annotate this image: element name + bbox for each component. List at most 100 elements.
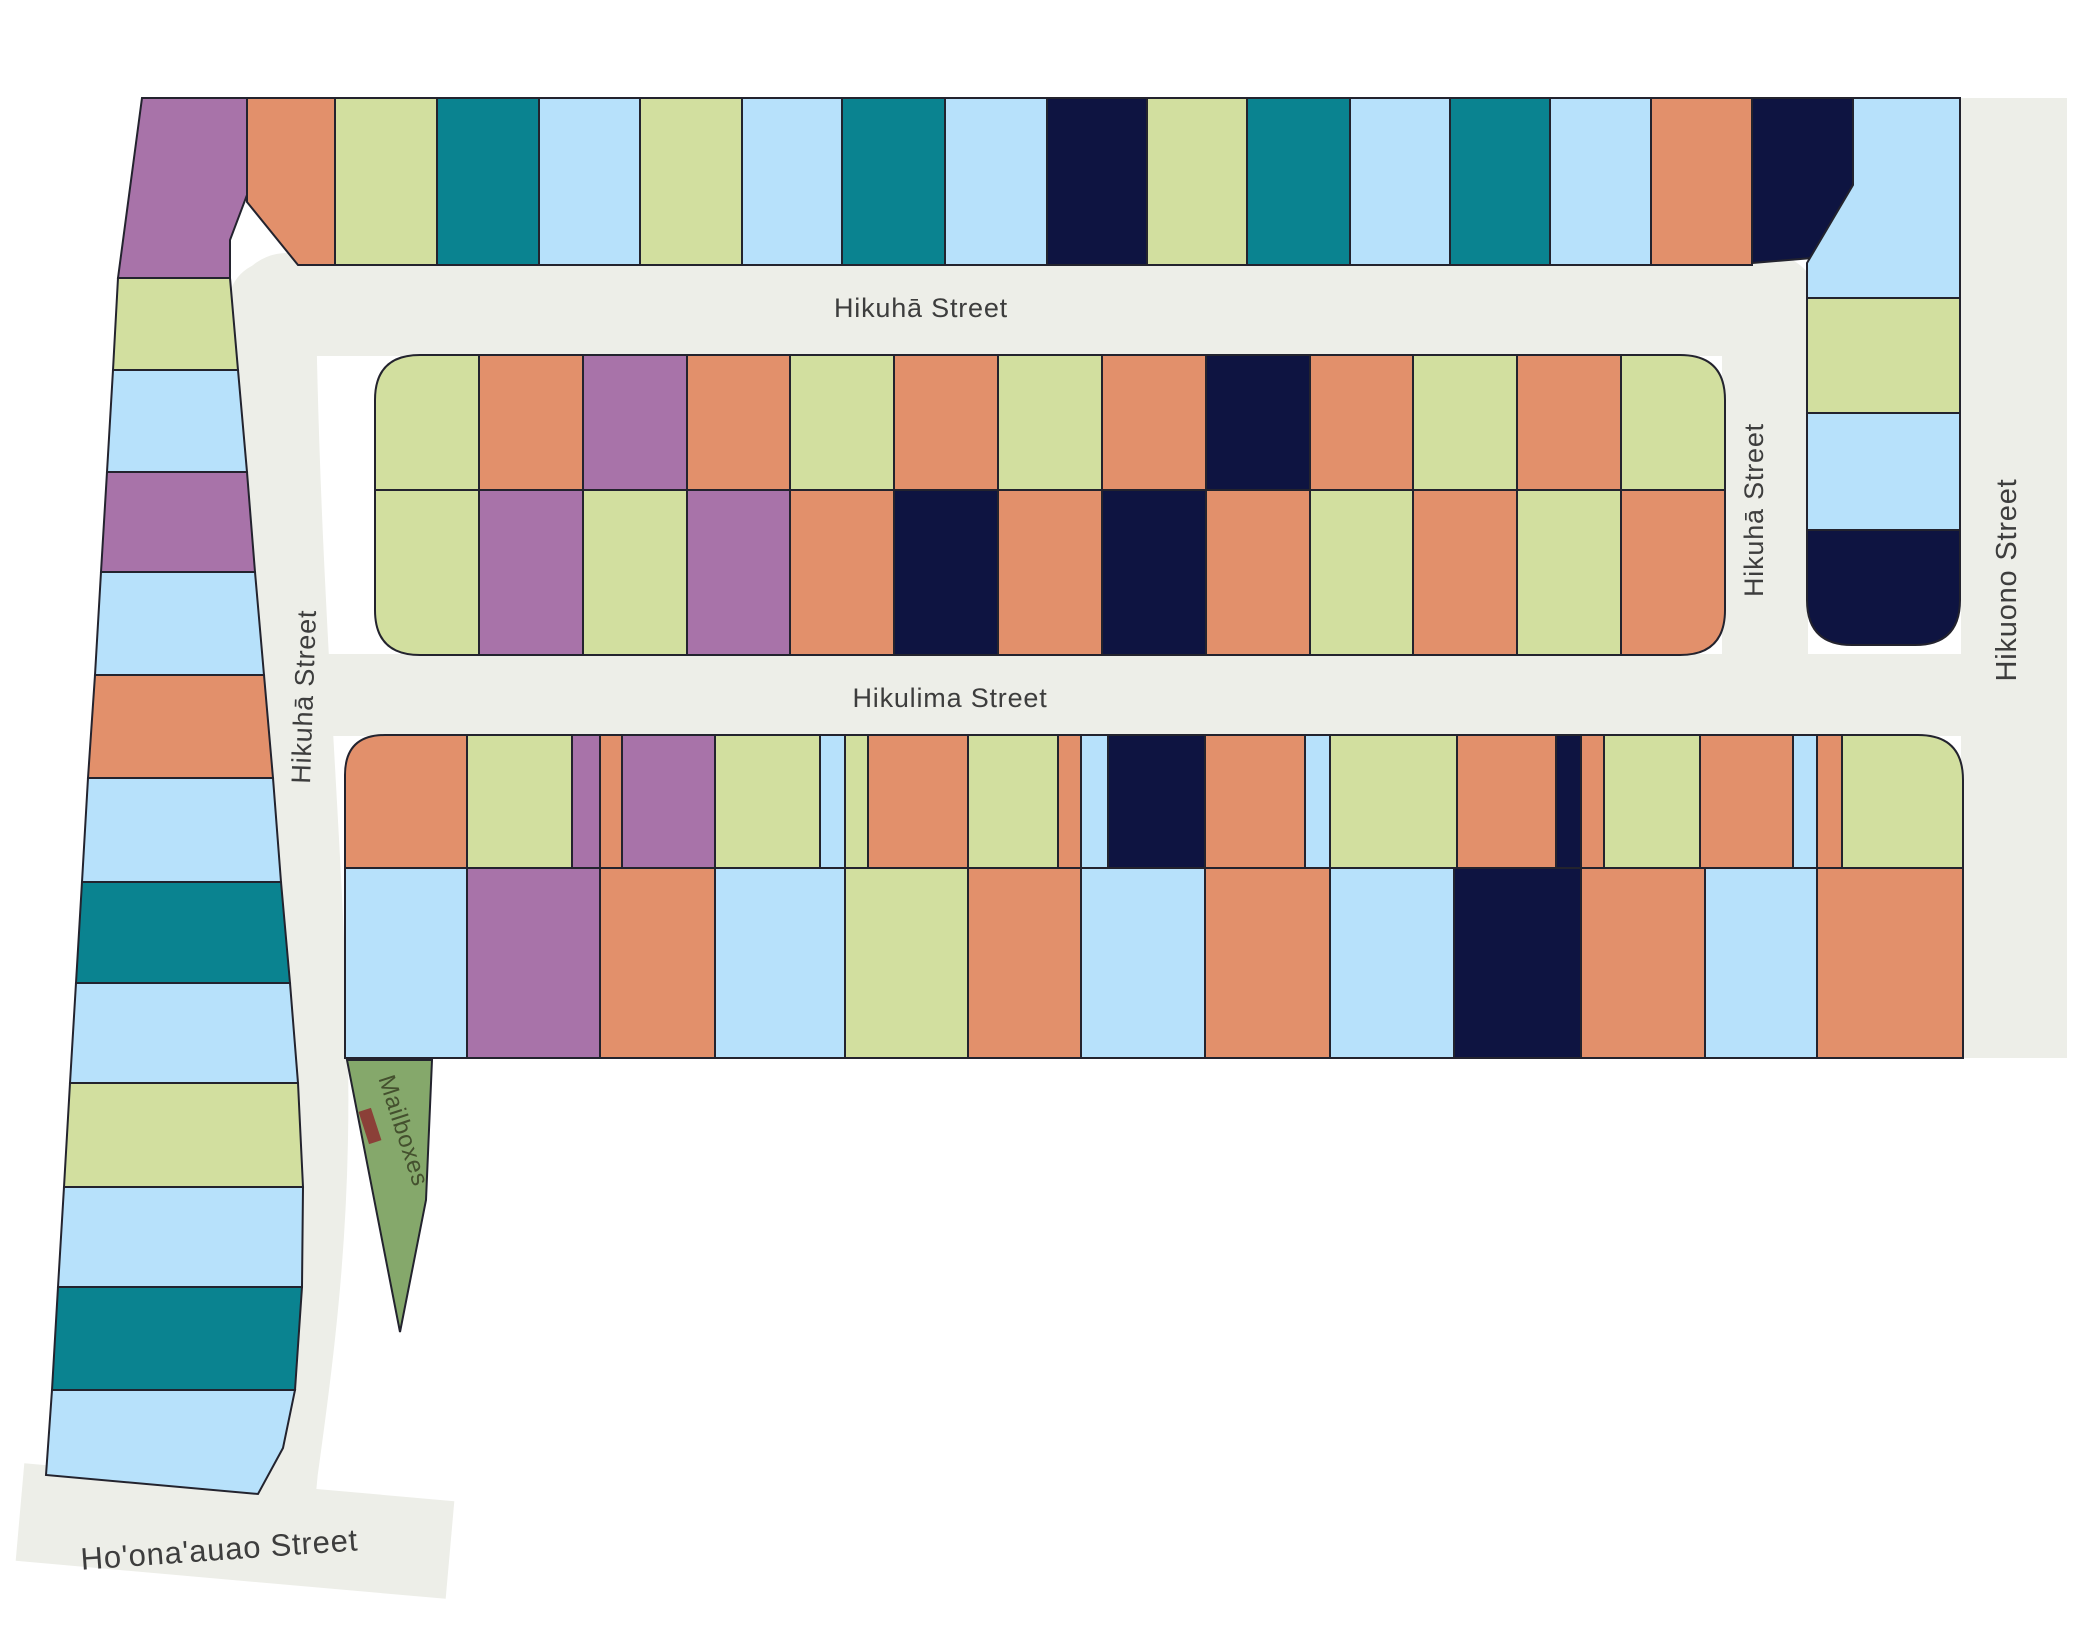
lot-green[interactable] [374,354,480,491]
lot-purple[interactable] [478,489,584,656]
lot-purple[interactable] [99,471,257,573]
lot-teal[interactable] [50,1286,304,1391]
label-hikuha-street-top: Hikuhā Street [834,293,1008,323]
lot-navy[interactable] [1101,489,1207,656]
lot-orange[interactable] [246,97,336,266]
lot-blue[interactable] [944,97,1048,266]
lot-orange[interactable] [86,674,275,779]
lot-orange[interactable] [478,354,584,491]
lot-orange[interactable] [867,734,969,869]
lot-orange[interactable] [1650,97,1753,266]
lot-green[interactable] [967,734,1059,869]
street-intersection-bulge [233,253,341,361]
lot-blue[interactable] [1080,734,1109,869]
lot-orange[interactable] [1580,867,1706,1059]
lot-blue[interactable] [44,1389,297,1496]
lot-purple[interactable] [116,97,248,279]
lot-blue[interactable] [1080,867,1206,1059]
lot-orange[interactable] [344,734,468,869]
lot-green[interactable] [714,734,821,869]
lot-green[interactable] [844,734,869,869]
lot-orange[interactable] [1101,354,1207,491]
lot-blue[interactable] [1349,97,1451,266]
lot-green[interactable] [844,867,969,1059]
lot-orange[interactable] [1516,354,1622,491]
lot-navy[interactable] [1806,529,1961,646]
lot-purple[interactable] [621,734,716,869]
lot-purple[interactable] [582,354,688,491]
lot-navy[interactable] [1046,97,1148,266]
lot-orange[interactable] [1456,734,1557,869]
lot-orange[interactable] [599,867,716,1059]
lot-navy[interactable] [1453,867,1582,1059]
lot-blue[interactable] [1704,867,1818,1059]
lot-navy[interactable] [1107,734,1206,869]
lot-blue[interactable] [1806,412,1961,531]
lot-blue[interactable] [1329,867,1455,1059]
lot-blue[interactable] [93,571,266,676]
lot-teal[interactable] [436,97,540,266]
street-intersection-bulge [1712,253,1820,361]
lot-green[interactable] [997,354,1103,491]
lot-orange[interactable] [1204,867,1331,1059]
lot-green[interactable] [1806,297,1961,414]
lot-navy[interactable] [1555,734,1582,869]
lot-orange[interactable] [686,354,791,491]
lot-teal[interactable] [841,97,946,266]
lot-green[interactable] [374,489,480,656]
label-hikuono-street: Hikuono Street [1991,478,2023,681]
lot-blue[interactable] [1549,97,1652,266]
lot-purple[interactable] [571,734,601,869]
lot-orange[interactable] [1620,489,1726,656]
lot-orange[interactable] [789,489,895,656]
lot-blue[interactable] [80,777,283,883]
lot-green[interactable] [1620,354,1726,491]
lot-green[interactable] [582,489,688,656]
lot-green[interactable] [1146,97,1248,266]
lot-green[interactable] [639,97,743,266]
lot-orange[interactable] [893,354,999,491]
lot-blue[interactable] [56,1186,305,1288]
lot-blue[interactable] [538,97,641,266]
lot-blue[interactable] [68,982,300,1084]
lot-orange[interactable] [599,734,623,869]
lot-green[interactable] [1309,489,1414,656]
lot-navy[interactable] [893,489,999,656]
lot-teal[interactable] [1246,97,1351,266]
lot-orange[interactable] [1816,867,1964,1059]
lot-orange[interactable] [1412,489,1518,656]
lot-teal[interactable] [74,881,292,984]
lot-purple[interactable] [686,489,791,656]
lot-blue[interactable] [344,867,468,1059]
lot-orange[interactable] [967,867,1082,1059]
lot-blue[interactable] [1304,734,1331,869]
lot-blue[interactable] [741,97,843,266]
lot-orange[interactable] [1205,489,1311,656]
lot-teal[interactable] [1449,97,1551,266]
lot-green[interactable] [789,354,895,491]
lot-blue[interactable] [1792,734,1818,869]
lot-blue[interactable] [819,734,846,869]
street-hoonaauao [15,1463,455,1599]
lot-orange[interactable] [1580,734,1605,869]
lot-orange[interactable] [1057,734,1082,869]
lot-green[interactable] [111,277,240,371]
lot-green[interactable] [1329,734,1458,869]
lot-green[interactable] [1516,489,1622,656]
lot-blue[interactable] [714,867,846,1059]
lot-orange[interactable] [1204,734,1306,869]
lot-green[interactable] [1603,734,1701,869]
lot-green[interactable] [1412,354,1518,491]
lot-purple[interactable] [466,867,601,1059]
lot-orange[interactable] [1699,734,1794,869]
lot-green[interactable] [62,1082,305,1188]
lot-navy[interactable] [1205,354,1311,491]
lot-green[interactable] [466,734,573,869]
lot-green[interactable] [1841,734,1964,869]
lot-orange[interactable] [1309,354,1414,491]
lot-blue[interactable] [105,369,249,473]
lot-green[interactable] [334,97,438,266]
lot-orange[interactable] [997,489,1103,656]
lot-orange[interactable] [1816,734,1843,869]
